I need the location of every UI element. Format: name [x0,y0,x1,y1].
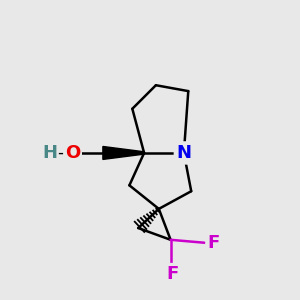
Text: -: - [58,144,64,162]
Text: N: N [176,144,191,162]
Text: F: F [166,265,178,283]
Polygon shape [103,146,144,159]
Text: H: H [42,144,57,162]
Text: O: O [65,144,80,162]
Text: F: F [207,234,219,252]
